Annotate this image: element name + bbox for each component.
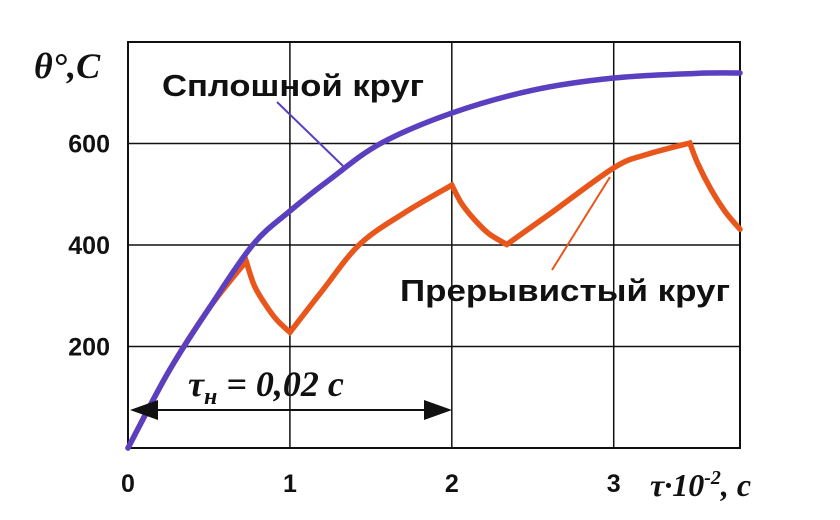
tick-labels: 0 1 2 3 200 400 600 bbox=[68, 131, 620, 499]
x-tick-label: 3 bbox=[607, 470, 621, 498]
y-tick-label: 600 bbox=[68, 131, 110, 159]
grid bbox=[127, 41, 741, 449]
y-tick-label: 400 bbox=[68, 232, 110, 260]
x-axis-label-base: τ·10 bbox=[650, 467, 704, 503]
interval-annotation: τн = 0,02 с bbox=[130, 364, 452, 420]
interval-arrow-left bbox=[130, 400, 158, 420]
legend-label-interrupted: Прерывистый круг bbox=[400, 273, 730, 308]
series-lines bbox=[125, 70, 743, 451]
x-tick-label: 1 bbox=[283, 470, 297, 498]
x-tick-label: 2 bbox=[445, 470, 459, 498]
series-line-solid bbox=[125, 70, 743, 451]
x-axis-label-sup: -2 bbox=[704, 467, 721, 489]
leader-line-interrupted bbox=[551, 176, 611, 271]
legend-label-solid: Сплошной круг bbox=[162, 68, 424, 103]
series-line-interrupted bbox=[125, 139, 743, 451]
interval-label: τн = 0,02 с bbox=[188, 364, 344, 410]
x-tick-label: 0 bbox=[121, 470, 135, 498]
y-axis-label: θ°,C bbox=[34, 46, 101, 86]
x-axis-label: τ·10-2, с bbox=[650, 467, 751, 503]
x-axis-label-unit: , с bbox=[720, 467, 751, 503]
y-tick-label: 200 bbox=[68, 334, 110, 362]
interval-arrow-right bbox=[424, 400, 452, 420]
leader-line-solid bbox=[276, 101, 344, 167]
